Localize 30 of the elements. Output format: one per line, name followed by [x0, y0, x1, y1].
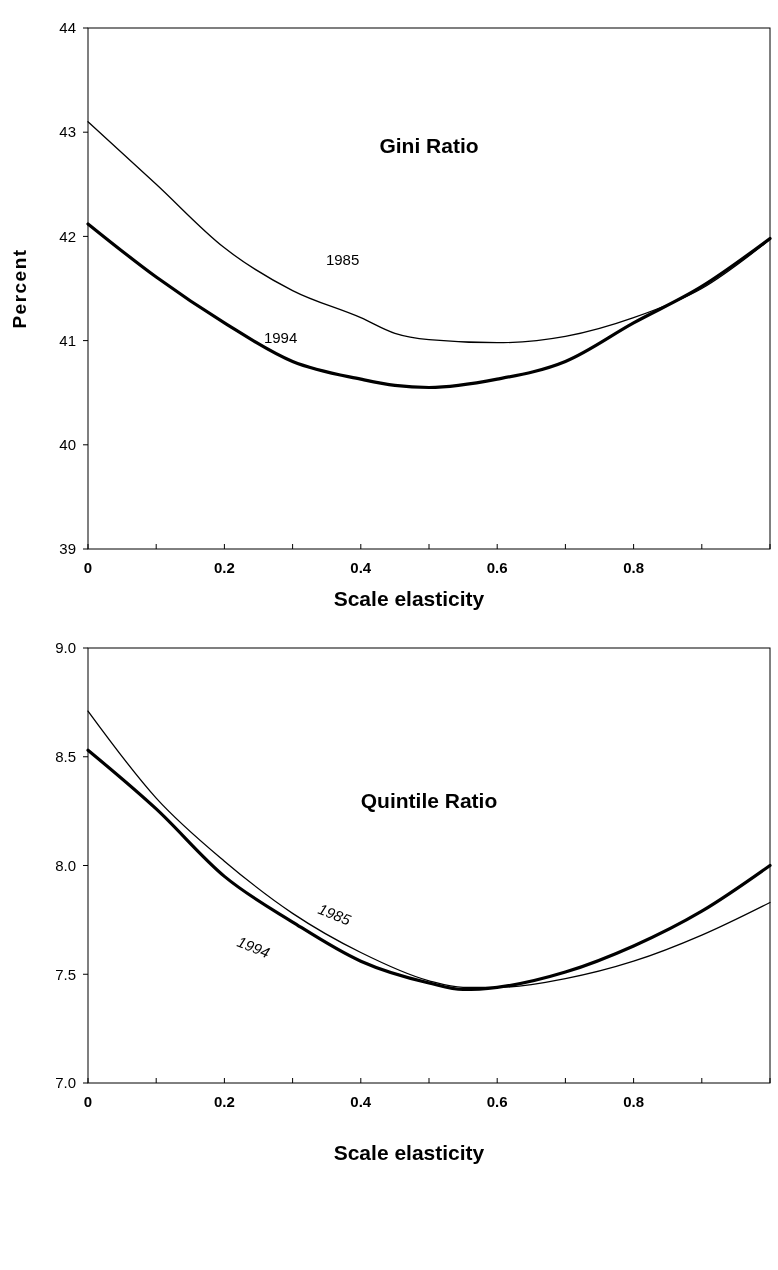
x-tick-label: 0.6: [486, 1093, 508, 1110]
x-tick-label: 0.8: [623, 559, 645, 576]
x-tick-label: 0: [83, 1093, 93, 1110]
text: 1985: [325, 250, 360, 268]
y-axis-title: Percent: [9, 248, 30, 329]
x-axis-title: Scale elasticity: [333, 587, 485, 610]
text: 1985: [316, 900, 354, 929]
y-tick-label: 39: [59, 540, 76, 558]
x-tick-label: 0.8: [623, 1093, 645, 1110]
x-tick-label: 0: [83, 559, 93, 576]
text: 1994: [235, 932, 273, 962]
x-tick-label: 0.4: [350, 1093, 372, 1110]
text: Quintile Ratio: [360, 789, 498, 812]
x-tick-label: 0.4: [350, 559, 372, 576]
series-label: 1994: [263, 329, 298, 347]
y-tick-label: 40: [59, 436, 76, 454]
x-tick-label: 0.6: [486, 559, 508, 576]
y-tick-label: 9.0: [55, 639, 76, 657]
y-tick-label: 7.5: [55, 965, 76, 983]
x-axis-title: Scale elasticity: [333, 1141, 485, 1164]
x-tick-label: 0.2: [213, 559, 235, 576]
x-tick-label: 0.2: [213, 1093, 235, 1110]
y-tick-label: 41: [59, 331, 76, 349]
y-tick-label: 7.0: [55, 1074, 76, 1092]
y-tick-label: 8.5: [55, 748, 76, 765]
y-tick-label: 8.0: [55, 856, 76, 874]
text: Gini Ratio: [379, 134, 479, 157]
y-tick-label: 43: [59, 123, 76, 141]
y-tick-label: 44: [59, 19, 76, 37]
y-tick-label: 42: [59, 227, 76, 245]
